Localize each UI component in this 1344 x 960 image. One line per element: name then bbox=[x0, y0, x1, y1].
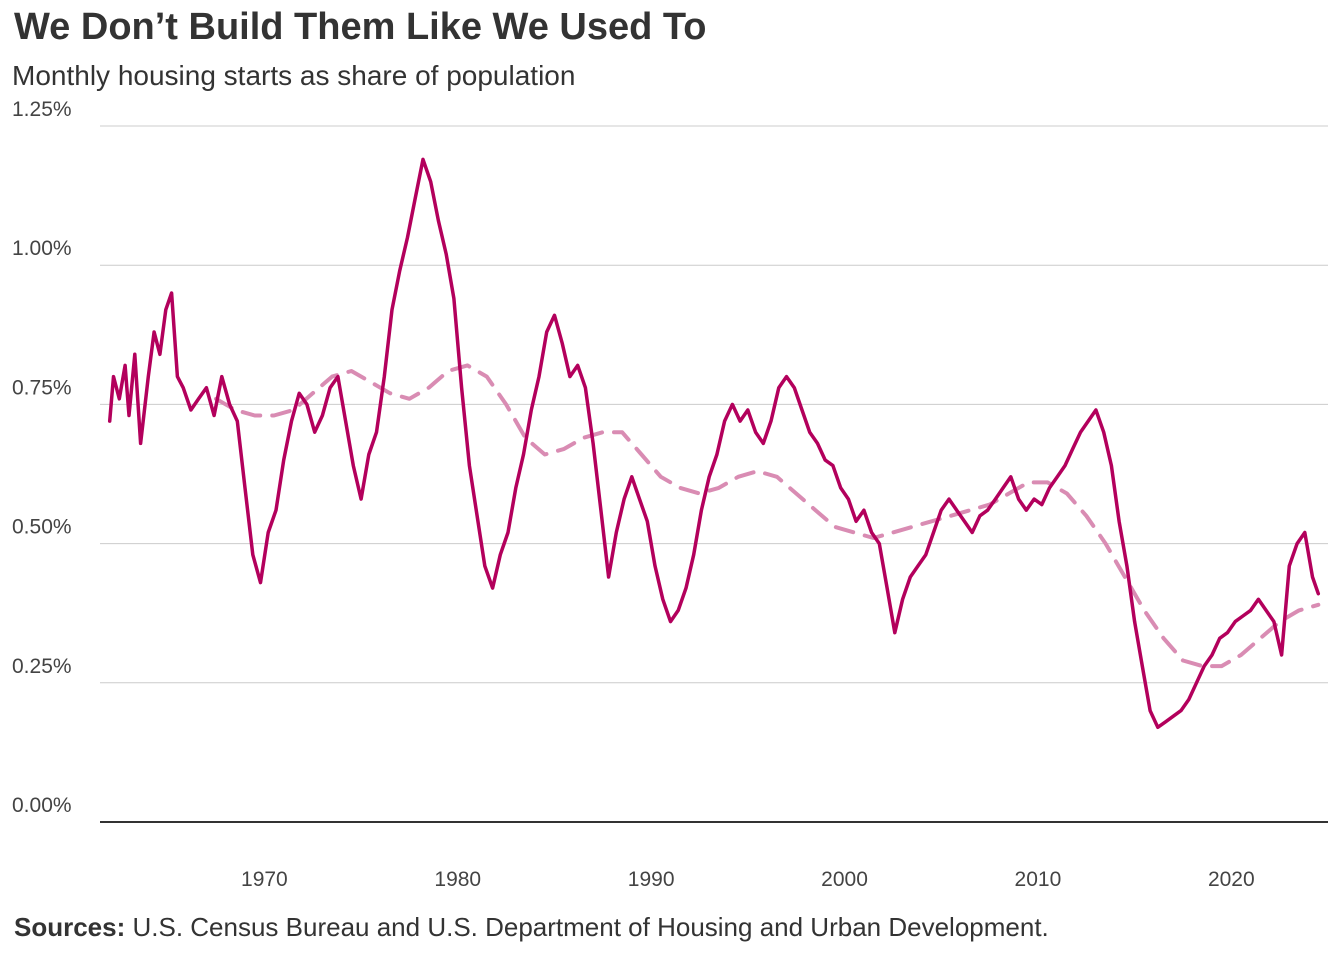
y-tick-label: 1.00% bbox=[12, 237, 72, 260]
source-text: U.S. Census Bureau and U.S. Department o… bbox=[125, 912, 1049, 942]
chart-subtitle: Monthly housing starts as share of popul… bbox=[12, 60, 576, 91]
y-tick-label: 1.25% bbox=[12, 98, 72, 121]
x-tick-label: 2010 bbox=[1015, 868, 1062, 891]
x-tick-label: 2000 bbox=[821, 868, 868, 891]
x-tick-label: 1980 bbox=[434, 868, 481, 891]
y-axis-tick-labels: 0.00% 0.25% 0.50% 0.75% 1.00% 1.25% bbox=[12, 98, 72, 817]
y-tick-label: 0.00% bbox=[12, 794, 72, 817]
series-lines bbox=[107, 157, 1321, 730]
housing-starts-line bbox=[107, 157, 1321, 730]
x-tick-label: 1970 bbox=[241, 868, 288, 891]
gridlines bbox=[100, 125, 1328, 684]
x-axis-tick-labels: 1970 1980 1990 2000 2010 2020 bbox=[241, 868, 1255, 891]
y-tick-label: 0.75% bbox=[12, 376, 72, 399]
line-chart: 0.00%0.25%0.50%0.75%1.00%1.25% 1970 1980 1… bbox=[12, 98, 1328, 891]
x-tick-label: 1990 bbox=[628, 868, 675, 891]
y-tick-label: 0.50% bbox=[12, 516, 72, 539]
trend-line-dashed bbox=[214, 363, 1321, 669]
chart-title: We Don’t Build Them Like We Used To bbox=[14, 6, 707, 48]
source-label: Sources: bbox=[14, 912, 126, 942]
y-tick-label: 0.25% bbox=[12, 655, 72, 678]
x-tick-label: 2020 bbox=[1208, 868, 1255, 891]
source-note: Sources: U.S. Census Bureau and U.S. Dep… bbox=[14, 912, 1049, 943]
